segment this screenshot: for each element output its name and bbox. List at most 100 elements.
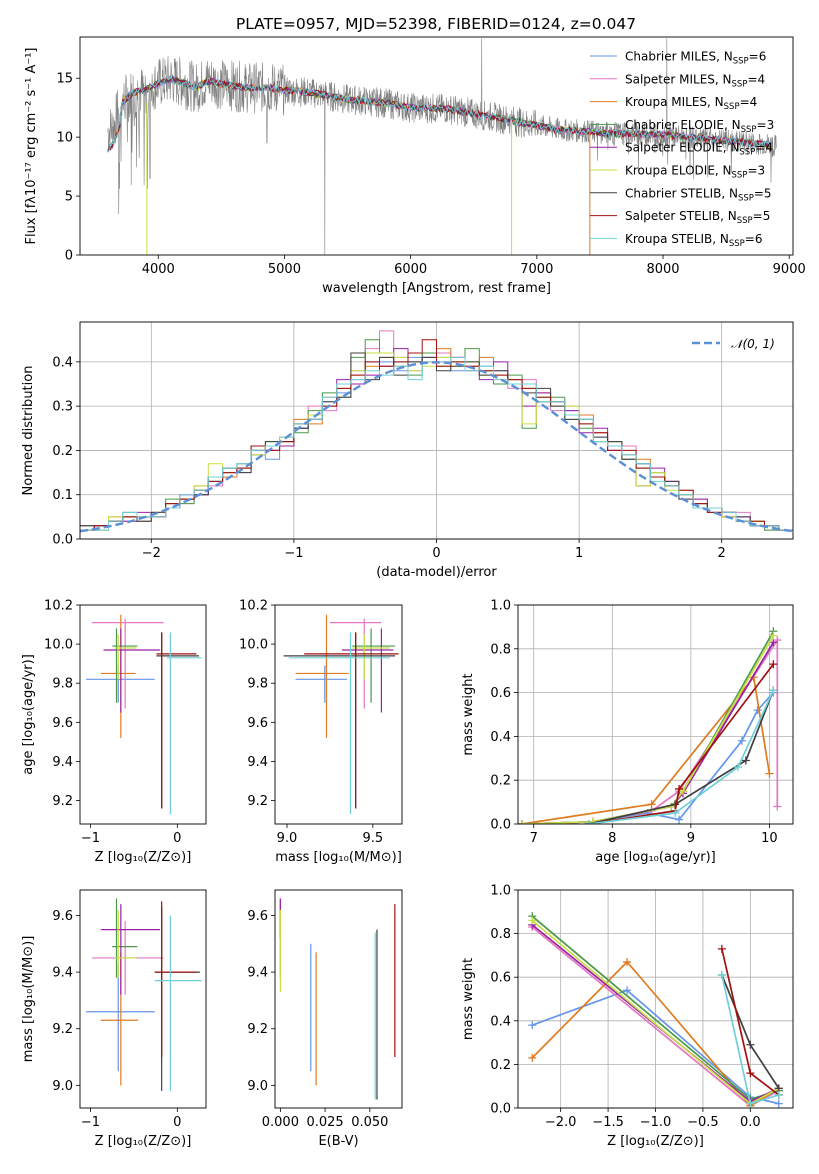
y-tick-label: 0.0 [52,533,73,548]
legend-label-name: Chabrier MILES, N [625,50,733,64]
x-tick-label: 0.025 [306,1115,343,1130]
residual-panel: −2 −1 0 1 2 0.0 0.1 0.2 0.3 0.4 (data-model)/error… [21,321,794,580]
series-line-chabrier-miles [531,989,779,1105]
y-tick-label: 0.6 [490,686,511,701]
mass-vs-ebv-panel: 0.000 0.025 0.050 9.0 9.2 9.4 9.6 E(B-V) [247,889,403,1149]
y-tick-label: 9.0 [247,1079,268,1094]
y-axis-label: Normed distribution [21,366,36,496]
y-tick-label: 0.0 [490,818,511,833]
histogram-kroupa-stelib [80,356,793,531]
point-marker [746,1069,755,1078]
y-tick-label: 9.2 [247,1022,268,1037]
y-tick-label: 9.8 [247,677,268,692]
y-axis-label: Flux [fλ10⁻¹⁷ erg cm⁻² s⁻¹ A⁻¹] [24,48,39,245]
x-tick-label: 7 [530,831,538,846]
y-axis-label: age [log₁₀(age/yr)] [21,654,36,775]
y-tick-label: 10 [56,131,73,146]
histogram-kroupa-elodie [80,352,793,531]
x-tick-label: −2 [142,546,161,561]
series-line-kroupa-miles [531,960,780,1107]
point-marker [623,957,632,966]
series-line-chabrier-elodie [521,630,775,824]
point-marker [675,784,684,793]
y-tick-label: 1.0 [490,884,511,899]
y-tick-label: 0.2 [490,774,511,789]
y-tick-label: 0.6 [490,971,511,986]
x-tick-label: 8 [608,831,616,846]
legend-label-count: =3 [757,118,775,132]
point-marker [746,1099,755,1108]
spectrum-plot-area [107,38,777,255]
x-axis-label: wavelength [Angstrom, rest frame] [322,281,551,296]
legend-label-count: =6 [749,50,767,64]
axes-frame [79,889,207,1109]
legend-label: Chabrier ELODIE, NSSP=3 [625,118,774,135]
point-marker [528,916,537,925]
point-marker [773,802,782,811]
legend-label-subscript: SSP [732,171,748,181]
massweight-vs-Z-panel: −2.0 −1.5 −1.0 −0.5 0.0 0.0 0.2 0.4 0.6 0.8 1.0 Z [… [461,884,794,1149]
point-marker [623,986,632,995]
x-tick-label: −2.0 [545,1115,577,1130]
x-tick-label: 6000 [394,262,427,277]
point-marker [518,820,526,824]
legend-label-name: Kroupa MILES, N [625,95,724,109]
y-tick-label: 9.2 [52,794,73,809]
legend-label: Chabrier MILES, NSSP=6 [625,50,766,67]
x-tick-label: 2 [718,546,726,561]
y-tick-label: 9.2 [247,794,268,809]
y-tick-label: 9.6 [52,909,73,924]
x-tick-label: 0 [173,831,181,846]
legend-label-subscript: SSP [733,57,749,67]
errorbar-plot-area [279,898,396,1100]
point-marker [746,1040,755,1049]
legend-label-name: Chabrier STELIB, N [625,186,738,200]
x-tick-label: 10 [761,831,778,846]
y-axis-label: mass [log₁₀(M/M⊙)] [21,936,36,1063]
x-tick-label: −1.0 [640,1115,672,1130]
point-marker [753,706,762,715]
y-tick-label: 9.4 [247,966,268,981]
axes-frame [274,604,403,825]
legend-label-subscript: SSP [729,239,745,249]
axes-frame [79,604,207,825]
model-spectrum-salpeter-stelib [107,76,770,151]
y-tick-label: 0.8 [490,642,511,657]
y-tick-label: 10.2 [44,599,73,614]
legend-label: Chabrier STELIB, NSSP=5 [625,186,772,203]
legend-label-count: =4 [740,95,758,109]
legend-label: Kroupa ELODIE, NSSP=3 [625,164,765,181]
observed-spectrum [107,38,777,255]
legend-label: Kroupa MILES, NSSP=4 [625,95,757,112]
y-axis-label: mass weight [461,958,476,1040]
point-marker [769,631,778,640]
point-marker [734,763,742,772]
series-line-chabrier-stelib [588,690,775,824]
y-tick-label: 0.4 [490,1014,511,1029]
x-axis-label: mass [log₁₀(M/M⊙)] [275,850,402,865]
x-axis-label: Z [log₁₀(Z/Z⊙)] [95,850,192,865]
legend-label: Salpeter ELODIE, NSSP=4 [625,141,773,158]
y-tick-label: 15 [56,72,73,87]
x-tick-label: 8000 [646,262,679,277]
y-tick-label: 0.0 [490,1102,511,1117]
x-axis-label: (data-model)/error [376,565,497,580]
legend-label: Salpeter STELIB, NSSP=5 [625,209,770,226]
legend-label: Salpeter MILES, NSSP=4 [625,72,765,89]
legend-label-count: =6 [745,232,763,246]
y-tick-label: 0.4 [490,730,511,745]
x-tick-label: 9.0 [277,831,298,846]
age-vs-mass-panel: 9.0 9.5 9.2 9.4 9.6 9.8 10.0 10.2 mass [log₁₀(M/… [239,599,403,865]
model-spectrum-chabrier-stelib [107,75,770,151]
y-tick-label: 0.8 [490,927,511,942]
x-tick-label: 5000 [268,262,301,277]
series-line-kroupa-stelib [588,690,775,824]
legend-label-count: =4 [755,141,773,155]
x-tick-label: 9000 [773,262,806,277]
errorbar-plot-area [86,614,202,815]
series-line-kroupa-elodie [521,635,775,824]
legend-label: 𝒩(0, 1) [731,337,775,351]
errorbar-plot-area [283,614,399,815]
model-spectrum-kroupa-stelib [107,76,770,151]
